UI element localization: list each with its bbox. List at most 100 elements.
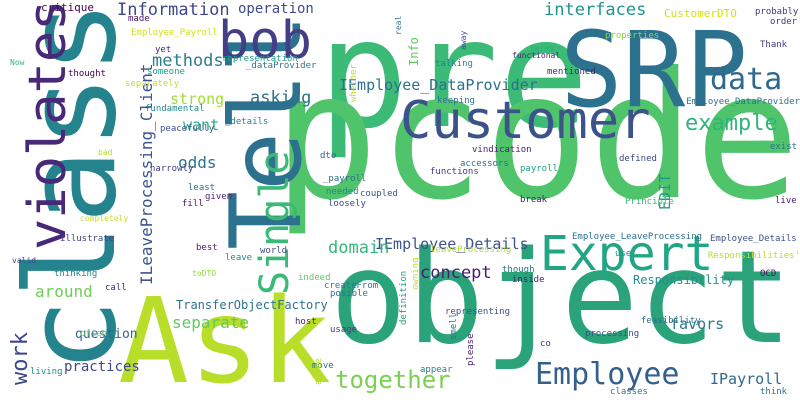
word-probably: probably — [755, 7, 799, 17]
word-co: co — [540, 339, 551, 349]
word-leave: leave — [225, 253, 253, 263]
word-pre: pre — [318, 0, 589, 162]
word-appear: appear — [420, 365, 453, 375]
word-classes: classes — [610, 387, 648, 397]
word-ileaveprocessing-client: ILeaveProcessing_Client — [137, 63, 156, 285]
word-info: Info — [407, 37, 421, 66]
word-work: work — [8, 332, 33, 385]
word-made: made — [128, 14, 150, 24]
word-payroll: payroll — [520, 164, 558, 174]
word-dataprovider-underscore: _dataProvider — [246, 61, 317, 71]
word-usage: usage — [330, 325, 358, 335]
word-whether: whether — [349, 64, 359, 102]
word-separate: separate — [172, 313, 250, 332]
word-practices: practices — [64, 359, 140, 375]
word-properties: properties — [605, 31, 660, 41]
word-expert: Expert — [540, 226, 714, 282]
word-data: data — [710, 62, 783, 97]
word-fundamental: fundamental — [145, 104, 205, 114]
word-narrowly: narrowly — [150, 164, 194, 174]
word-around: around — [35, 282, 93, 301]
word-defined: defined — [619, 154, 657, 164]
word-customerdto: CustomerDTO — [664, 7, 737, 20]
word-iemployee-dataprovider: IEmployee_DataProvider — [339, 76, 538, 94]
word-peacefully: peacefully — [160, 124, 215, 134]
word-terms: terms — [530, 44, 555, 53]
word-transferobjectfactory: TransferObjectFactory — [176, 298, 328, 312]
word-call: call — [105, 283, 127, 293]
word-yet: yet — [155, 45, 172, 55]
word-want: want — [183, 116, 220, 134]
word-use: use — [615, 249, 632, 259]
word-agree: agree — [314, 357, 324, 385]
word-concept: concept — [420, 263, 492, 283]
word-fill: fill — [182, 199, 204, 209]
word-separately: separately — [125, 79, 180, 89]
word-indeed: indeed — [298, 273, 331, 283]
word-live: live — [775, 196, 797, 206]
word-interfaces: interfaces — [544, 0, 647, 20]
word-living: living — [30, 367, 63, 377]
word-thought: thought — [68, 69, 106, 79]
word-now: Now — [10, 58, 25, 67]
word-often: often — [80, 329, 108, 339]
word-least: least — [188, 183, 216, 193]
word-posible: posible — [330, 289, 368, 299]
word-ask: Ask — [118, 272, 332, 400]
word-responsibility: Responsibility — [633, 273, 735, 287]
word-keeping: keeping — [437, 96, 475, 106]
word-single: Single — [252, 150, 298, 296]
word-employee-leaveprocessing: Employee_LeaveProcessing — [572, 232, 703, 242]
word-completely: completely — [80, 214, 129, 223]
word-leaveprocessing: leaveProcessing — [430, 245, 512, 255]
word-functional: functional — [512, 51, 561, 60]
word-vindication: vindication — [472, 145, 532, 155]
word-question: question — [75, 327, 138, 342]
word-please: please — [466, 333, 476, 366]
word-iemployee-details: IEmployee_Details — [375, 235, 529, 253]
word-break: break — [520, 195, 548, 205]
word-payroll-underscore: _payroll — [323, 174, 367, 184]
word-together: together — [335, 366, 451, 394]
word-employee: Employee — [535, 357, 680, 392]
word-real: real — [394, 15, 403, 35]
word-mentioned: mentioned — [547, 67, 596, 77]
word-think: think — [760, 387, 788, 397]
word-world: world — [260, 246, 288, 256]
word-someone: someone — [147, 67, 185, 77]
word-bad: bad — [98, 148, 113, 157]
word-processing: processing — [585, 329, 640, 339]
word-exist: exist — [770, 142, 798, 152]
word-order: order — [770, 17, 798, 27]
word-dto: dto — [320, 151, 337, 161]
word-violates: violates — [18, 0, 78, 251]
word-accessors: accessors — [460, 159, 509, 169]
word-employee-payroll: Employee_Payroll — [131, 28, 218, 38]
word-asking: asking — [250, 88, 312, 108]
word-representing: representing — [445, 307, 511, 317]
word-coupled: coupled — [360, 189, 398, 199]
word-away: away — [459, 30, 468, 50]
word-feasibility: feasibility — [641, 316, 701, 326]
word-valid: valid — [12, 256, 37, 265]
word-critique: critique — [41, 1, 94, 14]
word-ocd: OCD — [760, 269, 777, 279]
word-smell: smell — [449, 312, 459, 340]
word-thank: Thank — [760, 40, 788, 50]
word-methods: methods — [152, 51, 224, 71]
word-loosely: loosely — [328, 199, 366, 209]
word-thinking: thinking — [54, 269, 98, 279]
word-strong: strong — [170, 90, 225, 108]
word-example: example — [685, 111, 778, 136]
word-details-underscore: _details — [225, 117, 269, 127]
word-todto: toDTO — [192, 269, 217, 278]
word-domain: domain — [328, 238, 390, 258]
word-needed: needed — [326, 187, 359, 197]
word-definition: definition — [399, 270, 409, 325]
word-talking: talking — [435, 59, 473, 69]
word-principle: Principle — [625, 197, 674, 207]
word-owning: owning — [411, 257, 421, 290]
word-employee-details: Employee_Details — [710, 234, 797, 244]
word-customer: Customer — [400, 91, 651, 151]
